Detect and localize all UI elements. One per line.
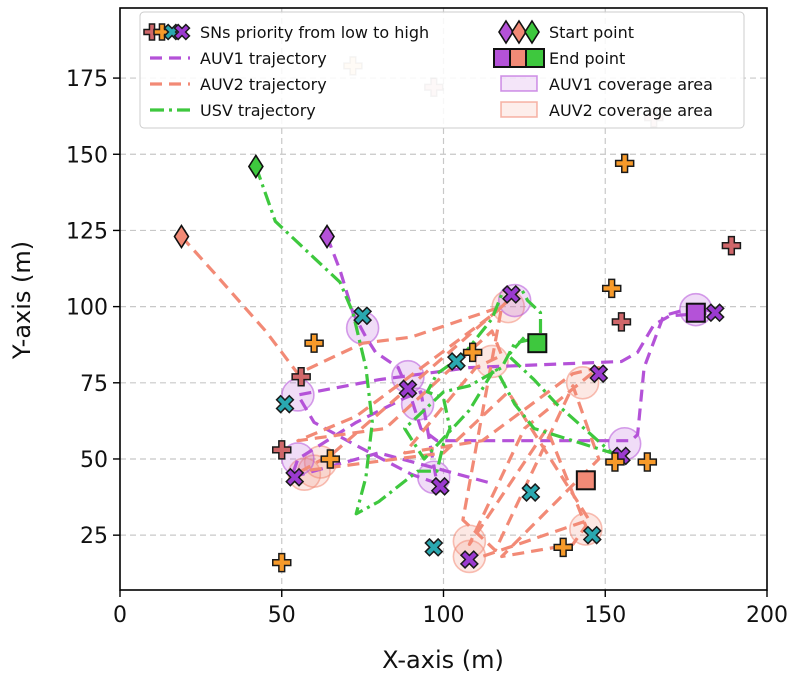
legend-label-end-point: End point xyxy=(549,49,625,68)
y-tick-label: 150 xyxy=(66,143,108,168)
legend-label-start-point: Start point xyxy=(549,23,634,42)
y-tick-label: 75 xyxy=(80,372,108,397)
legend-label-priority: SNs priority from low to high xyxy=(200,23,429,42)
sensor-node-plus xyxy=(272,552,292,573)
end-point-marker xyxy=(527,333,548,354)
sensor-node-cross xyxy=(398,379,418,399)
sensor-node-cross xyxy=(430,476,450,496)
sensor-node-cross xyxy=(353,306,373,326)
legend-end-marker xyxy=(525,48,545,68)
legend: SNs priority from low to high AUV1 traje… xyxy=(139,11,745,129)
y-tick-label: 125 xyxy=(66,219,108,244)
trajectory-layer xyxy=(180,165,717,559)
sensor-node-plus xyxy=(304,333,324,353)
legend-label-usv-trajectory: USV trajectory xyxy=(200,101,316,120)
usv-trajectory-line xyxy=(254,165,614,516)
x-tick-label: 100 xyxy=(423,603,465,628)
legend-start-marker xyxy=(498,19,514,45)
sensor-node-plus xyxy=(611,312,632,332)
x-tick-label: 150 xyxy=(584,603,626,628)
legend-label-auv2-trajectory: AUV2 trajectory xyxy=(200,75,327,94)
sensor-node-plus xyxy=(721,235,742,256)
legend-label-auv1-coverage: AUV1 coverage area xyxy=(549,75,713,94)
auv2-trajectory-line xyxy=(180,235,601,559)
sensor-node-plus xyxy=(153,23,171,41)
tick-layer: 0 50 100 150 200 25 50 75 100 125 150 175 xyxy=(66,67,788,628)
sensor-node-plus xyxy=(637,452,658,472)
sensor-node-cross xyxy=(582,525,602,545)
sensor-node-plus xyxy=(320,449,341,469)
legend-box xyxy=(139,11,745,129)
end-point-marker xyxy=(685,302,706,323)
y-tick-label: 100 xyxy=(66,296,108,321)
legend-auv2-area-swatch xyxy=(500,101,538,118)
start-point-marker xyxy=(173,224,190,250)
sensor-node-plus xyxy=(291,366,311,387)
sensor-node-cross xyxy=(521,483,541,502)
y-tick-label: 175 xyxy=(66,67,108,92)
y-tick-label: 50 xyxy=(80,448,108,473)
sensor-node-cross xyxy=(173,23,191,41)
x-tick-label: 200 xyxy=(746,603,788,628)
sensor-node-plus xyxy=(605,452,625,472)
legend-markers xyxy=(143,19,545,118)
sensor-node-plus xyxy=(553,537,573,558)
end-point-marker xyxy=(575,470,596,491)
sensor-node-cross xyxy=(285,467,305,487)
x-tick-label: 50 xyxy=(268,603,296,628)
legend-start-marker xyxy=(511,19,527,45)
sensor-node-cross xyxy=(446,352,466,371)
sensor-node-plus xyxy=(601,278,622,299)
legend-auv1-area-swatch xyxy=(500,75,538,92)
x-axis-title: X-axis (m) xyxy=(382,646,504,674)
sensor-node-cross xyxy=(424,537,444,557)
legend-label-auv2-coverage: AUV2 coverage area xyxy=(549,101,713,120)
x-tick-label: 0 xyxy=(113,603,127,628)
start-point-marker xyxy=(247,153,264,179)
sensor-node-cross xyxy=(705,303,725,323)
legend-label-auv1-trajectory: AUV1 trajectory xyxy=(200,49,327,68)
start-end-layer xyxy=(173,153,706,491)
sensor-node-cross xyxy=(501,284,521,304)
sensor-node-plus xyxy=(462,342,483,363)
sensor-node-cross xyxy=(589,364,609,384)
y-axis-title: Y-axis (m) xyxy=(8,241,36,360)
start-point-marker xyxy=(319,224,335,250)
sensor-node-plus xyxy=(272,440,292,460)
sensor-node-plus xyxy=(614,153,635,174)
sensor-node-cross xyxy=(459,550,479,569)
y-tick-label: 25 xyxy=(80,524,108,549)
sensor-node-cross xyxy=(275,394,295,414)
legend-start-marker xyxy=(524,19,540,45)
